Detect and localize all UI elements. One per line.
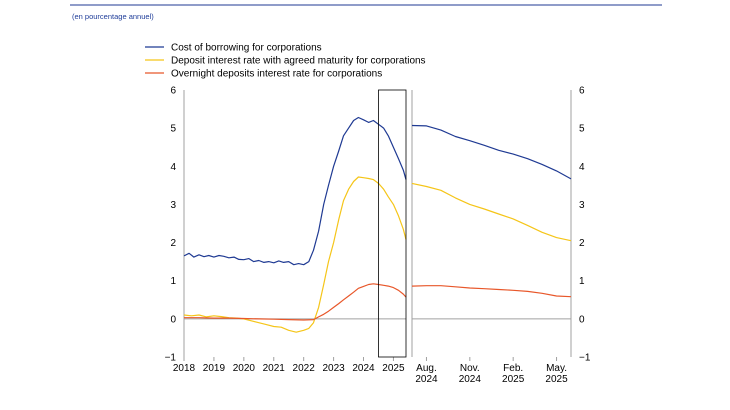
right-x-tick-label: Nov.: [460, 363, 480, 374]
left-series-borrowing: [183, 116, 407, 266]
left-panel: −1 0 1 2 3 4 5 6 2018 2019 2020 2021 2022 2023 2024 202…: [165, 86, 407, 374]
right-series-borrowing: [411, 124, 572, 180]
legend-label-borrowing: Cost of borrowing for corporations: [171, 43, 322, 54]
y-tick-label-left: 6: [170, 86, 176, 97]
y-tick-label-left: 0: [170, 314, 176, 325]
left-x-tick-label: 2023: [322, 363, 345, 374]
y-tick-label-right: 6: [579, 86, 585, 97]
y-tick-label-left: 1: [170, 276, 176, 287]
left-x-tick-label: 2024: [352, 363, 375, 374]
right-x-tick-label: May.: [546, 363, 567, 374]
y-tick-label-right: −1: [579, 353, 591, 364]
right-panel: −10123456Aug.2024Nov.2024Feb.2025May.202…: [411, 86, 591, 385]
left-series-deposit: [183, 176, 407, 333]
right-series-deposit: [411, 182, 572, 242]
y-tick-label-right: 1: [579, 276, 585, 287]
left-x-tick-label: 2021: [263, 363, 286, 374]
legend: Cost of borrowing for corporations Deposi…: [145, 43, 426, 80]
left-series-overnight: [184, 283, 407, 321]
right-x-tick-label-year: 2025: [502, 374, 525, 385]
y-tick-label-left: 5: [170, 124, 176, 135]
left-x-tick-label: 2022: [293, 363, 316, 374]
right-x-tick-label-year: 2024: [415, 374, 438, 385]
y-tick-label-right: 0: [579, 314, 585, 325]
y-tick-label-right: 5: [579, 124, 585, 135]
right-series-overnight: [411, 285, 572, 298]
chart-subtitle: (en pourcentage annuel): [72, 12, 154, 21]
left-x-tick-label: 2019: [203, 363, 226, 374]
right-x-tick-label: Feb.: [503, 363, 523, 374]
y-tick-label-right: 2: [579, 238, 585, 249]
legend-label-deposit: Deposit interest rate with agreed maturi…: [171, 56, 426, 67]
right-x-tick-label-year: 2025: [545, 374, 568, 385]
right-x-tick-label: Aug.: [416, 363, 437, 374]
y-tick-label-left: 2: [170, 238, 176, 249]
y-tick-label-left: 3: [170, 200, 176, 211]
y-tick-label-right: 4: [579, 162, 585, 173]
y-tick-label-left: 4: [170, 162, 176, 173]
y-tick-label-left: −1: [165, 353, 177, 364]
y-tick-label-right: 3: [579, 200, 585, 211]
left-x-tick-label: 2025: [382, 363, 405, 374]
legend-label-overnight: Overnight deposits interest rate for cor…: [171, 69, 382, 80]
left-x-tick-label: 2020: [233, 363, 256, 374]
right-x-tick-label-year: 2024: [459, 374, 482, 385]
left-x-tick-label: 2018: [173, 363, 196, 374]
zoom-highlight-box: [378, 89, 407, 358]
